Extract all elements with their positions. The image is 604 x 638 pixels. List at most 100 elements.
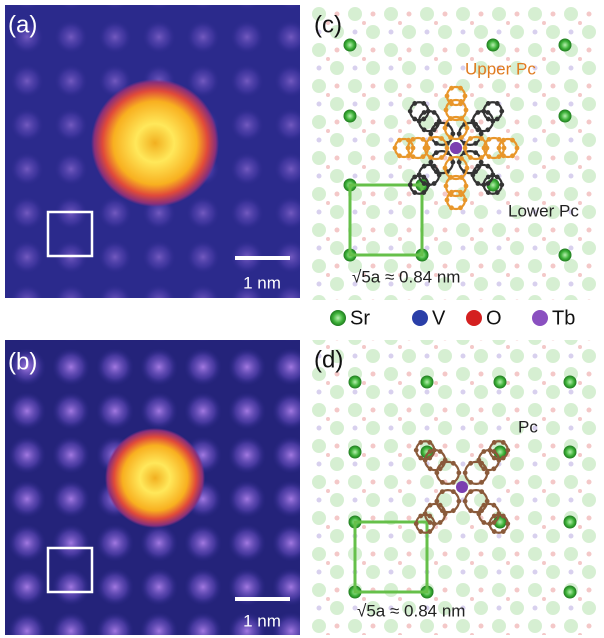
lower-pc-label: Lower Pc xyxy=(508,201,579,220)
panel-label: (b) xyxy=(8,348,37,375)
legend-swatch xyxy=(466,310,482,326)
sr-atom xyxy=(421,376,434,389)
scale-label: 1 nm xyxy=(243,611,281,630)
sr-atom xyxy=(564,446,577,459)
figure: 1 nm (a) 1 nm (b) Upper Pc Lower Pc √5a … xyxy=(0,0,604,638)
atom xyxy=(485,127,490,132)
atom xyxy=(510,138,515,143)
atom xyxy=(422,127,427,132)
atom xyxy=(432,127,437,132)
atom xyxy=(443,126,448,131)
atom xyxy=(421,190,426,195)
atom xyxy=(412,117,417,122)
atom xyxy=(451,489,456,494)
atom xyxy=(459,156,464,161)
atom xyxy=(414,448,419,453)
atom xyxy=(456,470,461,475)
atom xyxy=(393,146,398,151)
atom xyxy=(451,508,456,513)
upper-pc-label: Upper Pc xyxy=(465,59,536,78)
atom xyxy=(428,520,433,525)
atom xyxy=(464,184,469,189)
atom xyxy=(422,181,427,186)
atom xyxy=(479,136,484,141)
atom xyxy=(463,146,468,151)
atom xyxy=(492,456,497,461)
atom xyxy=(418,440,423,445)
atom xyxy=(492,440,497,445)
atom xyxy=(421,117,426,122)
atom xyxy=(426,146,431,151)
atom xyxy=(495,175,500,180)
atom xyxy=(465,166,470,171)
atom xyxy=(459,135,464,140)
atom xyxy=(481,466,486,471)
atom xyxy=(501,529,506,534)
atom xyxy=(422,164,427,169)
atom xyxy=(427,529,432,534)
atom xyxy=(438,503,443,508)
atom xyxy=(443,511,448,516)
atom xyxy=(418,529,423,534)
atom xyxy=(468,508,473,513)
atom xyxy=(463,198,468,203)
atom xyxy=(428,155,433,160)
atom xyxy=(406,138,411,143)
atom xyxy=(412,175,417,180)
lattice-label: √5a ≈ 0.84 nm xyxy=(352,267,460,286)
atom xyxy=(458,205,463,210)
atom xyxy=(432,181,437,186)
atom xyxy=(473,141,478,146)
atom xyxy=(481,109,486,114)
atom xyxy=(492,529,497,534)
atom xyxy=(418,456,423,461)
atom xyxy=(479,480,484,485)
atom xyxy=(485,110,490,115)
atom xyxy=(463,499,468,504)
atom xyxy=(438,520,443,525)
atom xyxy=(501,514,506,519)
atom xyxy=(406,153,411,158)
atom xyxy=(458,190,463,195)
atom xyxy=(427,456,432,461)
atom xyxy=(426,182,431,187)
atom xyxy=(440,489,445,494)
atom xyxy=(468,136,473,141)
atom xyxy=(421,101,426,106)
atom xyxy=(449,175,454,180)
scale-label: 1 nm xyxy=(243,273,281,292)
atom xyxy=(451,480,456,485)
atom xyxy=(438,466,443,471)
atom xyxy=(411,154,416,159)
atom xyxy=(449,101,454,106)
atom xyxy=(481,182,486,187)
atom xyxy=(495,101,500,106)
atom xyxy=(421,137,426,142)
atom xyxy=(510,153,515,158)
atom xyxy=(486,101,491,106)
atom xyxy=(463,94,468,99)
atom xyxy=(497,137,502,142)
atom xyxy=(481,449,486,454)
atom xyxy=(432,521,437,526)
molecule-blob-b xyxy=(105,428,205,528)
atom xyxy=(444,108,449,113)
atom xyxy=(465,126,470,131)
atom xyxy=(440,480,445,485)
atom xyxy=(437,119,442,124)
center-atom xyxy=(456,481,468,493)
sr-atom xyxy=(559,39,572,52)
atom xyxy=(470,119,475,124)
atom xyxy=(468,461,473,466)
legend-label: O xyxy=(486,307,502,329)
atom xyxy=(476,511,481,516)
atom xyxy=(475,164,480,169)
atom xyxy=(468,489,473,494)
atom xyxy=(515,146,520,151)
atom xyxy=(445,94,450,99)
atom xyxy=(412,101,417,106)
atom xyxy=(437,172,442,177)
atom xyxy=(459,116,464,121)
atom xyxy=(485,181,490,186)
sr-atom xyxy=(564,376,577,389)
